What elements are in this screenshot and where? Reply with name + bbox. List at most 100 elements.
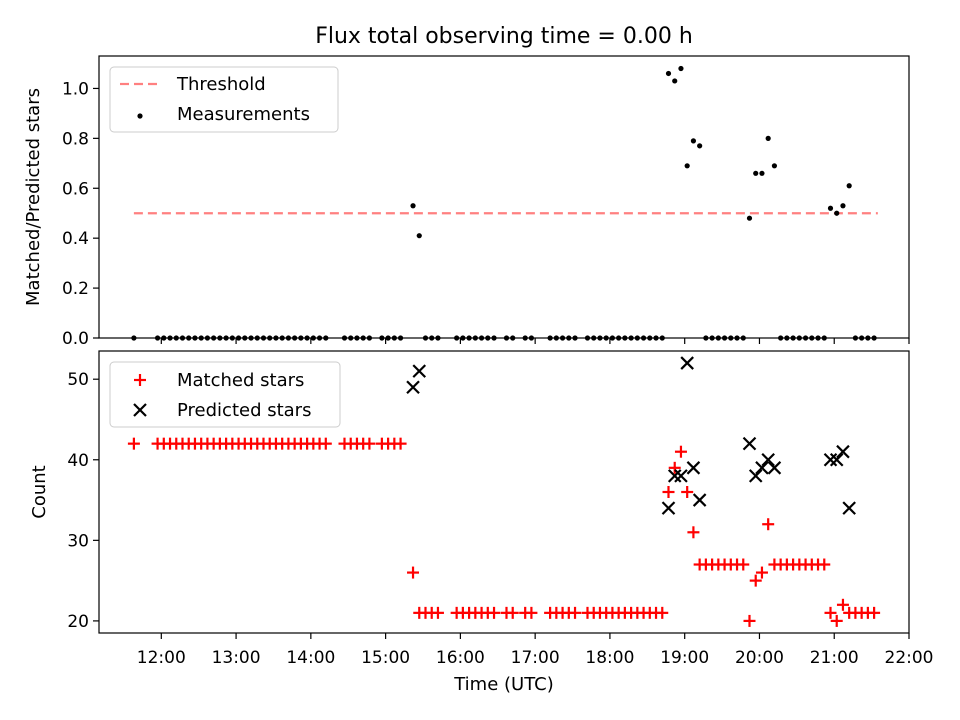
predicted-star-point [829,452,844,467]
matched-star-point [656,606,669,619]
measurement-point [846,183,852,189]
matched-star-point [687,526,700,539]
measurement-point [684,163,690,169]
matched-star-point [737,558,750,571]
measurement-point [416,233,422,239]
bottom-panel: 20 30 40 50 12:00 13:00 14:00 15:00 16:00 17:00 1… [29,350,934,695]
x-axis-label: Time (UTC) [453,674,554,695]
matched-star-point [681,486,694,498]
top-y-tick-label: 0.6 [62,179,89,199]
top-y-tick-label: 0.0 [62,329,89,349]
bottom-y-tick-label: 50 [67,370,89,390]
x-tick-label: 14:00 [286,648,335,668]
measurement-point [771,163,778,169]
matched-star-point [836,598,849,611]
legend-predicted-label: Predicted stars [177,400,311,421]
measurement-point [665,70,672,77]
top-panel: 0.0 0.2 0.4 0.6 0.8 1.0 Matched/Predicted sta… [23,55,910,349]
measurement-point [746,215,753,221]
matched-star-point [818,558,831,571]
top-legend-box [109,66,339,133]
predicted-star-point [667,469,682,483]
x-tick-label: 17:00 [511,648,560,668]
chart-title: Flux total observing time = 0.00 h [315,24,693,49]
predicted-star-point [692,493,707,507]
x-tick-label: 21:00 [810,648,859,668]
predicted-stars-series [406,356,856,515]
measurement-point [672,78,678,84]
predicted-star-point [661,501,676,515]
matched-star-point [506,606,519,619]
matched-star-point [569,606,582,619]
matched-star-point [488,606,501,619]
predicted-star-point [836,444,850,459]
matched-star-point [830,614,843,627]
x-tick-label: 16:00 [436,648,485,668]
predicted-star-point [755,461,769,475]
measurement-point [840,203,846,209]
matched-star-point [762,518,775,531]
matched-star-point [868,606,881,619]
top-y-axis-label: Matched/Predicted stars [23,88,44,306]
top-y-tick-label: 1.0 [62,79,89,99]
measurement-point [834,210,840,216]
predicted-star-point [412,364,427,378]
matched-star-point [525,606,538,619]
x-tick-label: 12:00 [137,648,186,668]
bottom-legend-box [109,361,341,428]
matched-star-point [743,614,756,627]
measurement-point [759,170,765,176]
matched-star-point [127,437,140,450]
top-plot-frame [98,55,910,339]
x-tick-label: 18:00 [585,648,634,668]
measurement-point [765,135,771,141]
legend-threshold-label: Threshold [176,74,266,95]
matched-star-point [668,461,681,474]
matched-star-point [824,606,837,619]
predicted-star-point [823,452,838,467]
bottom-y-tick-label: 40 [67,451,89,471]
matched-star-point [749,574,762,587]
matched-star-point [363,437,376,450]
matched-star-point [431,606,444,619]
predicted-star-point [680,356,694,370]
matched-star-point [394,437,407,450]
x-tick-label: 15:00 [361,648,410,668]
x-tick-label: 19:00 [660,648,709,668]
measurement-point [697,143,703,149]
predicted-star-point [742,436,757,451]
predicted-star-point [761,452,775,467]
measurement-point [410,203,416,209]
bottom-legend: Matched stars Predicted stars [109,361,341,428]
predicted-star-point [842,501,856,515]
legend-measurements-swatch [137,113,143,119]
bottom-y-tick-label: 30 [67,531,89,551]
measurement-point [690,138,697,144]
x-tick-label: 13:00 [212,648,261,668]
matched-star-point [674,445,687,458]
predicted-star-point [406,380,420,395]
matched-star-point [319,437,332,450]
measurement-point [827,205,834,211]
measurement-point [753,170,759,176]
matched-star-point [755,566,768,579]
predicted-star-point [674,469,688,483]
top-y-tick-label: 0.8 [62,129,89,149]
x-tick-label: 20:00 [735,648,784,668]
predicted-star-point [686,461,701,475]
predicted-star-point [767,461,782,475]
matched-star-point [407,566,420,579]
legend-matched-label: Matched stars [177,370,304,391]
x-tick-label: 22:00 [885,648,934,668]
bottom-y-axis-label: Count [29,465,50,518]
top-legend: Threshold Measurements [109,66,339,133]
legend-predicted-swatch [133,403,147,417]
bottom-y-tick-label: 20 [67,612,89,632]
matched-stars-series [127,437,881,627]
legend-measurements-label: Measurements [177,104,310,125]
top-y-tick-label: 0.2 [62,279,89,299]
matched-star-point [662,486,675,498]
measurement-point [678,65,684,72]
bottom-plot-frame [98,350,910,634]
